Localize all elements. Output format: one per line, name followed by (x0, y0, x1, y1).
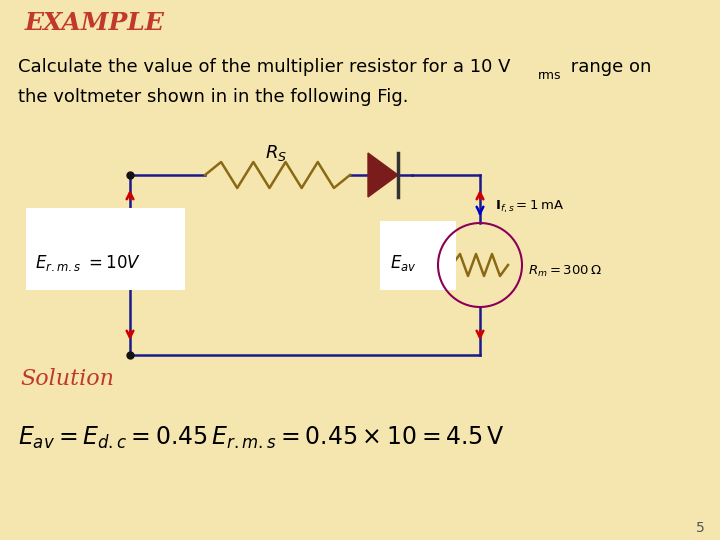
Text: $R_m = 300\,\Omega$: $R_m = 300\,\Omega$ (528, 264, 602, 279)
Text: EXAMPLE: EXAMPLE (25, 11, 165, 35)
Text: $\mathbf{I}_{f,s} = 1\,\mathrm{mA}$: $\mathbf{I}_{f,s} = 1\,\mathrm{mA}$ (495, 199, 564, 215)
Text: the voltmeter shown in in the following Fig.: the voltmeter shown in in the following … (18, 88, 408, 106)
Text: 5: 5 (696, 521, 705, 535)
Text: Calculate the value of the multiplier resistor for a 10 V: Calculate the value of the multiplier re… (18, 58, 510, 76)
Text: $E_{av}$: $E_{av}$ (390, 253, 417, 273)
Text: range on: range on (565, 58, 652, 76)
FancyBboxPatch shape (380, 221, 456, 290)
Text: $E_{r.m.s}$ $=10V$: $E_{r.m.s}$ $=10V$ (35, 253, 141, 273)
Text: rms: rms (538, 69, 562, 82)
Text: Solution: Solution (20, 368, 114, 390)
Polygon shape (368, 153, 398, 197)
Text: $E_{av} = E_{d.c} = 0.45\,E_{r.m.s} = 0.45 \times 10 = 4.5\,\mathrm{V}$: $E_{av} = E_{d.c} = 0.45\,E_{r.m.s} = 0.… (18, 425, 505, 451)
FancyBboxPatch shape (26, 208, 185, 290)
Text: $R_S$: $R_S$ (265, 143, 287, 163)
